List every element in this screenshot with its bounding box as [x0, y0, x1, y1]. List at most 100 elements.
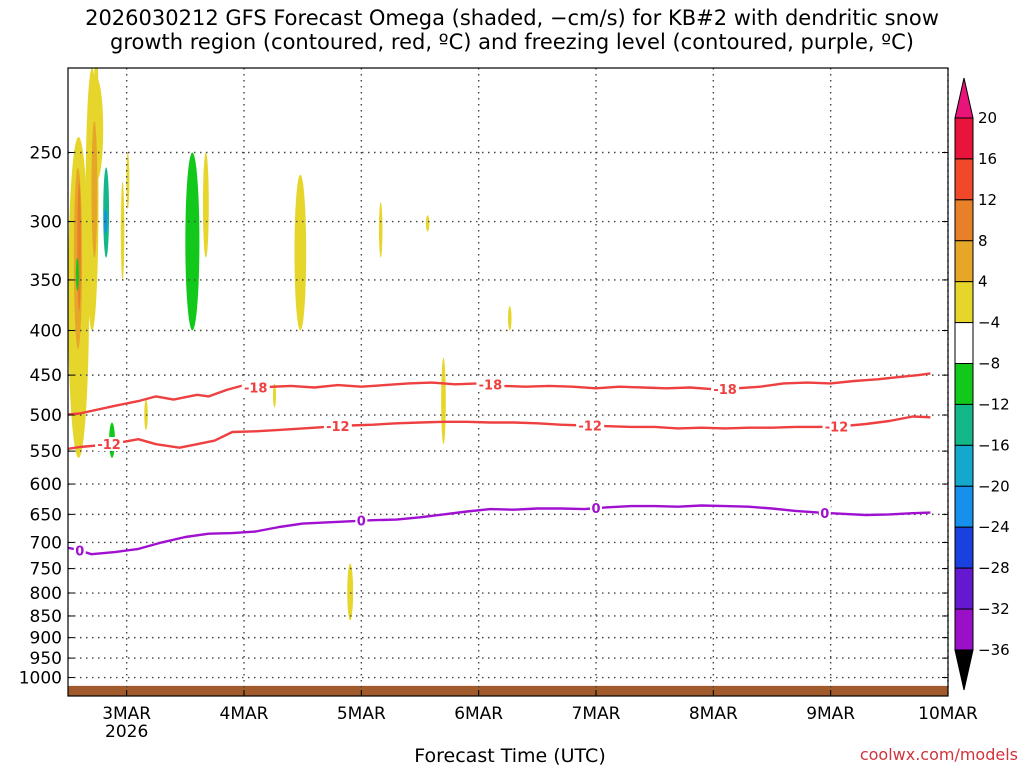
y-tick-label-600: 600	[30, 475, 62, 495]
contour-label-bg-0-0	[241, 380, 270, 395]
colorbar-segment-6	[954, 363, 974, 405]
colorbar-label-13: −36	[978, 641, 1010, 659]
omega-shade-3-0	[185, 152, 200, 331]
contours: -18 -18 -18 -12 -12 -12 -12 0 0 0 0	[68, 372, 931, 560]
contour-label-2-1: 0	[357, 515, 366, 530]
colorbar-label-9: −20	[978, 477, 1010, 495]
y-tick-label-300: 300	[30, 213, 62, 233]
colorbar-segment-8	[954, 444, 974, 487]
terrain-band	[68, 685, 948, 696]
chart-title: 2026030212 GFS Forecast Omega (shaded, −…	[0, 6, 1024, 54]
colorbar-segment-11	[954, 567, 974, 610]
colorbar-top-arrow	[954, 77, 974, 119]
omega-shade-0-4	[120, 181, 125, 280]
contour-label-1-2: -12	[578, 420, 602, 435]
plot-frame	[67, 67, 949, 697]
contour-label-1-1: -12	[326, 420, 350, 435]
contour-label-bg-1-2	[576, 418, 605, 433]
colorbar-label-7: −12	[978, 395, 1010, 413]
contour-label-1-0: -12	[97, 438, 121, 453]
contour-line-1	[68, 415, 931, 451]
colorbar-label-10: −24	[978, 518, 1010, 536]
omega-shade-0-8	[347, 563, 354, 621]
contour-label-bg-1-0	[95, 436, 124, 451]
colorbar-segment-12	[954, 608, 974, 651]
contour-label-0-2: -18	[713, 383, 737, 398]
title-line-2: growth region (contoured, red, ºC) and f…	[110, 30, 914, 54]
x-tick-label-3: 6MAR	[454, 704, 503, 724]
contour-line-2	[68, 504, 931, 556]
colorbar-label-6: −8	[978, 355, 1000, 373]
contour-label-2-0: 0	[75, 545, 84, 560]
y-tick-label-250: 250	[30, 144, 62, 164]
y-tick-label-500: 500	[30, 406, 62, 426]
colorbar-bottom-arrow	[954, 649, 974, 691]
omega-shade-5-0	[104, 208, 108, 234]
y-tick-label-950: 950	[30, 649, 62, 669]
omega-shade-0-9	[378, 202, 383, 258]
omega-shade-2-0	[77, 181, 81, 312]
y-tick-label-400: 400	[30, 322, 62, 342]
x-tick-label-6: 9MAR	[806, 704, 855, 724]
colorbar-label-0: 20	[978, 109, 997, 127]
contour-label-2-3: 0	[820, 507, 829, 522]
y-tick-label-800: 800	[30, 584, 62, 604]
contour-label-bg-2-2	[590, 501, 602, 516]
omega-shade-0-12	[441, 357, 446, 445]
y-tick-label-900: 900	[30, 629, 62, 649]
omega-shading	[68, 68, 948, 696]
contour-label-bg-2-1	[355, 513, 368, 528]
y-tick-label-850: 850	[30, 607, 62, 627]
site-credit[interactable]: coolwx.com/models	[859, 745, 1018, 764]
colorbar-segment-4	[954, 281, 974, 324]
colorbar-label-8: −16	[978, 436, 1010, 454]
title-line-1: 2026030212 GFS Forecast Omega (shaded, −…	[85, 6, 939, 30]
colorbar-segment-0	[954, 117, 974, 160]
y-tick-label-1000: 1000	[19, 669, 62, 689]
contour-label-1-3: -12	[825, 420, 849, 435]
contour-label-0-0: -18	[244, 382, 268, 397]
colorbar-label-11: −28	[978, 559, 1010, 577]
x-tick-label-4: 7MAR	[572, 704, 621, 724]
x-tick-label-1: 4MAR	[220, 704, 269, 724]
colorbar-segment-7	[954, 403, 974, 446]
y-tick-label-350: 350	[30, 271, 62, 291]
contour-label-bg-0-1	[476, 377, 505, 392]
contour-label-bg-2-0	[73, 543, 86, 558]
x-tick-sublabel-0: 2026	[105, 722, 148, 742]
contour-label-bg-1-3	[822, 419, 851, 434]
colorbar-label-1: 16	[978, 150, 997, 168]
omega-shade-1-1	[91, 120, 98, 258]
colorbar-segment-2	[954, 199, 974, 242]
x-axis-label: Forecast Time (UTC)	[414, 745, 606, 767]
colorbar-label-4: 4	[978, 273, 988, 291]
omega-shade-0-10	[425, 215, 430, 232]
contour-label-2-2: 0	[591, 502, 600, 517]
omega-shade-0-11	[508, 306, 512, 331]
colorbar-segment-10	[954, 526, 974, 569]
contour-label-bg-1-1	[323, 419, 352, 434]
x-tick-label-2: 5MAR	[337, 704, 386, 724]
colorbar-segment-3	[954, 240, 974, 283]
contour-label-bg-2-3	[818, 505, 831, 520]
colorbar-label-2: 12	[978, 191, 997, 209]
y-tick-label-750: 750	[30, 560, 62, 580]
y-tick-label-700: 700	[30, 533, 62, 553]
omega-shade-3-2	[75, 257, 79, 291]
colorbar-label-3: 8	[978, 232, 988, 250]
omega-shade-0-7	[294, 174, 307, 331]
colorbar-label-12: −32	[978, 600, 1010, 618]
plot-area: -18 -18 -18 -12 -12 -12 -12 0 0 0 0 250 300 350 400 450…	[19, 67, 978, 742]
colorbar-segment-9	[954, 485, 974, 528]
contour-label-0-1: -18	[479, 379, 503, 394]
colorbar: 20 16 12 8 4 −4 −8 −12 −16 −20 −24 −28 −32 −36	[954, 77, 1010, 691]
y-tick-label-450: 450	[30, 366, 62, 386]
colorbar-segment-5	[954, 322, 974, 365]
omega-shade-0-13	[273, 383, 277, 408]
y-tick-label-650: 650	[30, 505, 62, 525]
x-tick-label-7: 10MAR	[918, 704, 978, 724]
omega-shade-0-6	[202, 152, 209, 258]
colorbar-segment-1	[954, 158, 974, 201]
y-tick-label-550: 550	[30, 442, 62, 462]
